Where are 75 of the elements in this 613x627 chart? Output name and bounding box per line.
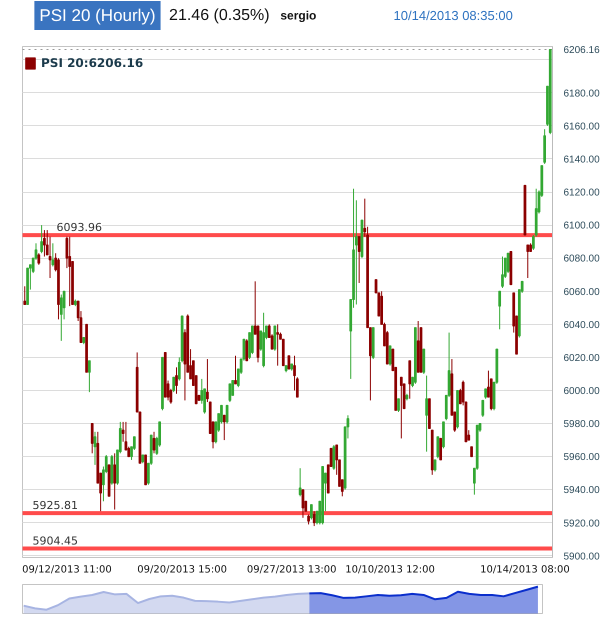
candlestick	[470, 446, 473, 458]
candlestick	[88, 360, 91, 393]
candlestick	[228, 383, 232, 403]
candlestick	[40, 224, 43, 254]
candlestick	[506, 252, 510, 274]
candlestick	[172, 376, 176, 393]
ref-line-label: 6206.16	[564, 45, 600, 56]
candlestick	[501, 256, 504, 288]
y-tick-label: 6080.00	[564, 254, 600, 265]
candlestick	[408, 360, 412, 400]
x-tick-label: 09/27/2013 13:00	[246, 564, 337, 576]
x-tick-label: 09/12/2013 11:00	[22, 564, 112, 576]
candlestick	[276, 324, 280, 366]
y-tick-label: 6140.00	[564, 154, 600, 166]
candlestick	[37, 252, 40, 266]
y-tick-label: 6000.00	[564, 386, 600, 397]
x-tick-label: 10/14/2013 08:00	[480, 564, 570, 576]
candlestick	[481, 400, 484, 418]
candlestick	[51, 242, 54, 267]
candlestick	[310, 504, 313, 520]
y-tick-label: 6060.00	[564, 286, 600, 298]
x-tick-label: 09/20/2013 15:00	[137, 564, 227, 576]
ref-line-label: 6093.96	[56, 221, 102, 234]
candlestick	[436, 436, 440, 459]
candlestick	[23, 286, 26, 305]
candlestick	[400, 376, 403, 439]
legend-label: PSI 20:6206.16	[41, 56, 144, 70]
candlestick	[226, 404, 228, 424]
y-tick-label: 6120.00	[564, 188, 600, 199]
candlestick	[152, 431, 156, 454]
candlestick	[484, 388, 487, 400]
candlestick	[273, 325, 276, 352]
candlestick	[526, 244, 530, 279]
x-tick-label: 10/10/2013 12:00	[345, 564, 435, 576]
y-tick-label: 5940.00	[564, 485, 600, 496]
chart-subtitle: 21.46 (0.35%)	[169, 7, 270, 24]
candlestick	[94, 431, 96, 466]
candlestick	[68, 236, 72, 307]
text: sergio	[280, 8, 316, 22]
candlestick	[307, 514, 310, 525]
y-tick-label: 5920.00	[564, 518, 600, 530]
y-tick-label: 6040.00	[564, 320, 600, 331]
ref-line-label: 5904.45	[32, 534, 78, 548]
candlestick	[113, 452, 116, 510]
candlestick	[397, 398, 400, 412]
text: 10/14/2013 08:35:00	[394, 8, 513, 23]
candlestick	[90, 423, 94, 454]
y-tick-label: 5900.00	[564, 551, 600, 562]
y-tick-label: 5960.00	[564, 452, 600, 464]
candlestick	[434, 459, 436, 472]
candlestick	[302, 489, 304, 518]
candlestick	[312, 510, 316, 527]
candlestick	[358, 236, 361, 284]
candlestick	[422, 348, 426, 374]
candlestick	[332, 444, 336, 470]
y-tick-label: 6180.00	[564, 88, 600, 100]
y-tick-label: 6100.00	[564, 220, 600, 232]
candlestick	[222, 414, 226, 441]
candlestick	[498, 290, 502, 330]
y-tick-label: 6020.00	[564, 352, 600, 364]
candlestick	[234, 355, 237, 384]
candlestick	[245, 338, 248, 362]
candlestick	[60, 294, 63, 342]
y-tick-label: 5980.00	[564, 419, 600, 430]
ref-line-label: 5925.81	[32, 499, 78, 512]
candlestick	[298, 468, 302, 497]
y-tick-label: 6160.00	[564, 121, 600, 132]
candlestick	[43, 230, 46, 258]
candlestick	[388, 345, 392, 366]
chart-title: PSI 20 (Hourly)	[39, 6, 156, 25]
candlestick	[48, 236, 52, 279]
candlestick	[425, 375, 428, 452]
candlestick	[175, 366, 178, 394]
candlestick	[439, 438, 442, 460]
candlestick	[288, 355, 290, 370]
